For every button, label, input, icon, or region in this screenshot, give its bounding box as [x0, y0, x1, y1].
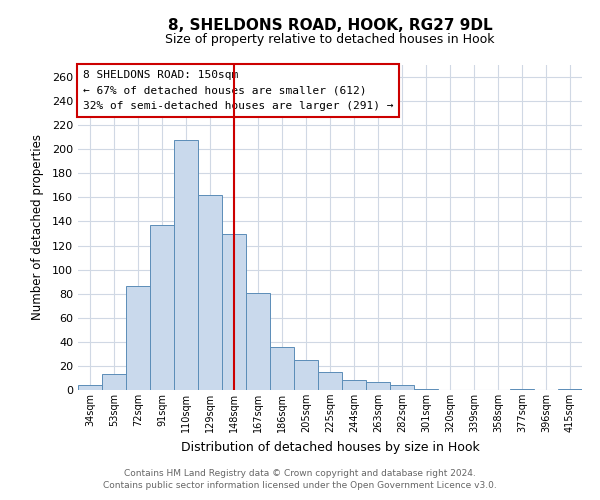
Bar — [342, 380, 366, 390]
Bar — [294, 360, 318, 390]
Bar — [366, 382, 390, 390]
Bar — [510, 389, 534, 390]
Bar — [318, 372, 342, 390]
Bar — [150, 225, 174, 390]
Bar — [174, 140, 198, 390]
Text: Contains HM Land Registry data © Crown copyright and database right 2024.: Contains HM Land Registry data © Crown c… — [124, 468, 476, 477]
Bar — [222, 234, 246, 390]
Bar — [414, 389, 438, 390]
X-axis label: Distribution of detached houses by size in Hook: Distribution of detached houses by size … — [181, 440, 479, 454]
Bar — [78, 385, 102, 390]
Bar — [102, 374, 126, 390]
Bar — [126, 286, 150, 390]
Bar — [270, 346, 294, 390]
Bar — [558, 389, 582, 390]
Text: Size of property relative to detached houses in Hook: Size of property relative to detached ho… — [165, 32, 495, 46]
Text: Contains public sector information licensed under the Open Government Licence v3: Contains public sector information licen… — [103, 481, 497, 490]
Y-axis label: Number of detached properties: Number of detached properties — [31, 134, 44, 320]
Text: 8 SHELDONS ROAD: 150sqm
← 67% of detached houses are smaller (612)
32% of semi-d: 8 SHELDONS ROAD: 150sqm ← 67% of detache… — [83, 70, 394, 111]
Text: 8, SHELDONS ROAD, HOOK, RG27 9DL: 8, SHELDONS ROAD, HOOK, RG27 9DL — [167, 18, 493, 32]
Bar — [198, 195, 222, 390]
Bar — [246, 292, 270, 390]
Bar — [390, 385, 414, 390]
